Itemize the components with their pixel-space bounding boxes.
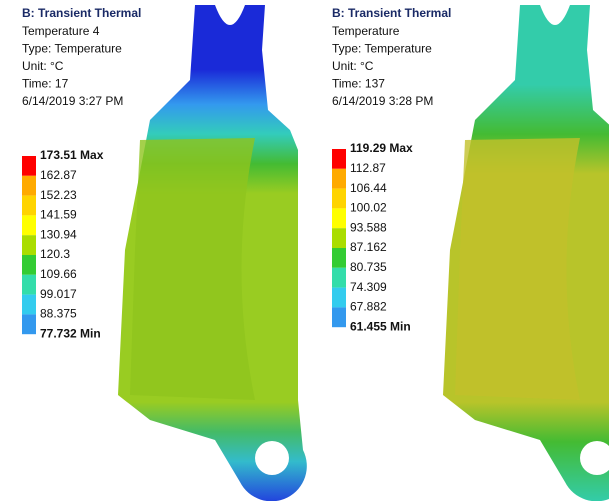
legend-swatch [22,215,36,235]
legend-label: 130.94 [40,227,77,241]
result-info: Time: 17 [22,77,69,91]
legend-label: 173.51 Max [40,148,104,162]
legend-label: 152.23 [40,188,77,202]
legend-label: 74.309 [350,280,387,294]
result-info: Time: 137 [332,77,385,91]
result-info: 6/14/2019 3:27 PM [22,94,123,108]
legend-label: 77.732 Min [40,326,101,340]
result-info: Unit: °C [332,59,374,73]
legend-swatch [22,295,36,315]
legend-label: 109.66 [40,267,77,281]
legend-swatch [22,196,36,216]
result-info: Type: Temperature [22,42,122,56]
result-info: Temperature 4 [22,24,100,38]
legend-swatch [22,275,36,295]
result-info: Type: Temperature [332,42,432,56]
pad [455,138,580,400]
legend-swatch [332,189,346,209]
legend-label: 112.87 [350,161,386,175]
legend-label: 162.87 [40,168,77,182]
legend-swatch [22,156,36,176]
legend-swatch [22,255,36,275]
body: B: Transient Thermal Temperature 4 Type: T… [0,0,609,501]
screenshot: B: Transient Thermal Temperature 4 Type: T… [0,0,609,501]
legend-swatch [332,288,346,308]
legend-label: 80.735 [350,260,387,274]
page: {"panels": [ {"title": "B: Transient The… [0,0,609,501]
legend-swatch [22,235,36,255]
legend-swatch [332,307,346,327]
legend-label: 99.017 [40,287,77,301]
legend-label: 88.375 [40,307,77,321]
legend-label: 119.29 Max [350,141,413,155]
legend-label: 100.02 [350,201,387,215]
legend-label: 67.882 [350,300,387,314]
legend-swatch [332,268,346,288]
legend-label: 141.59 [40,208,77,222]
legend-swatch [332,169,346,189]
legend-swatch [22,314,36,334]
legend-swatch [332,149,346,169]
legend-label: 61.455 Min [350,319,411,333]
legend-swatch [332,208,346,228]
legend-label: 106.44 [350,181,387,195]
result-info: Temperature [332,24,400,38]
legend-swatch [332,228,346,248]
hole [255,441,289,475]
pad [130,138,255,400]
legend-swatch [332,248,346,268]
result-title: B: Transient Thermal [22,6,141,20]
legend-label: 93.588 [350,220,387,234]
result-title: B: Transient Thermal [332,6,451,20]
legend-swatch [22,176,36,196]
legend-label: 87.162 [350,240,387,254]
result-info: 6/14/2019 3:28 PM [332,94,433,108]
result-info: Unit: °C [22,59,64,73]
legend-label: 120.3 [40,247,70,261]
